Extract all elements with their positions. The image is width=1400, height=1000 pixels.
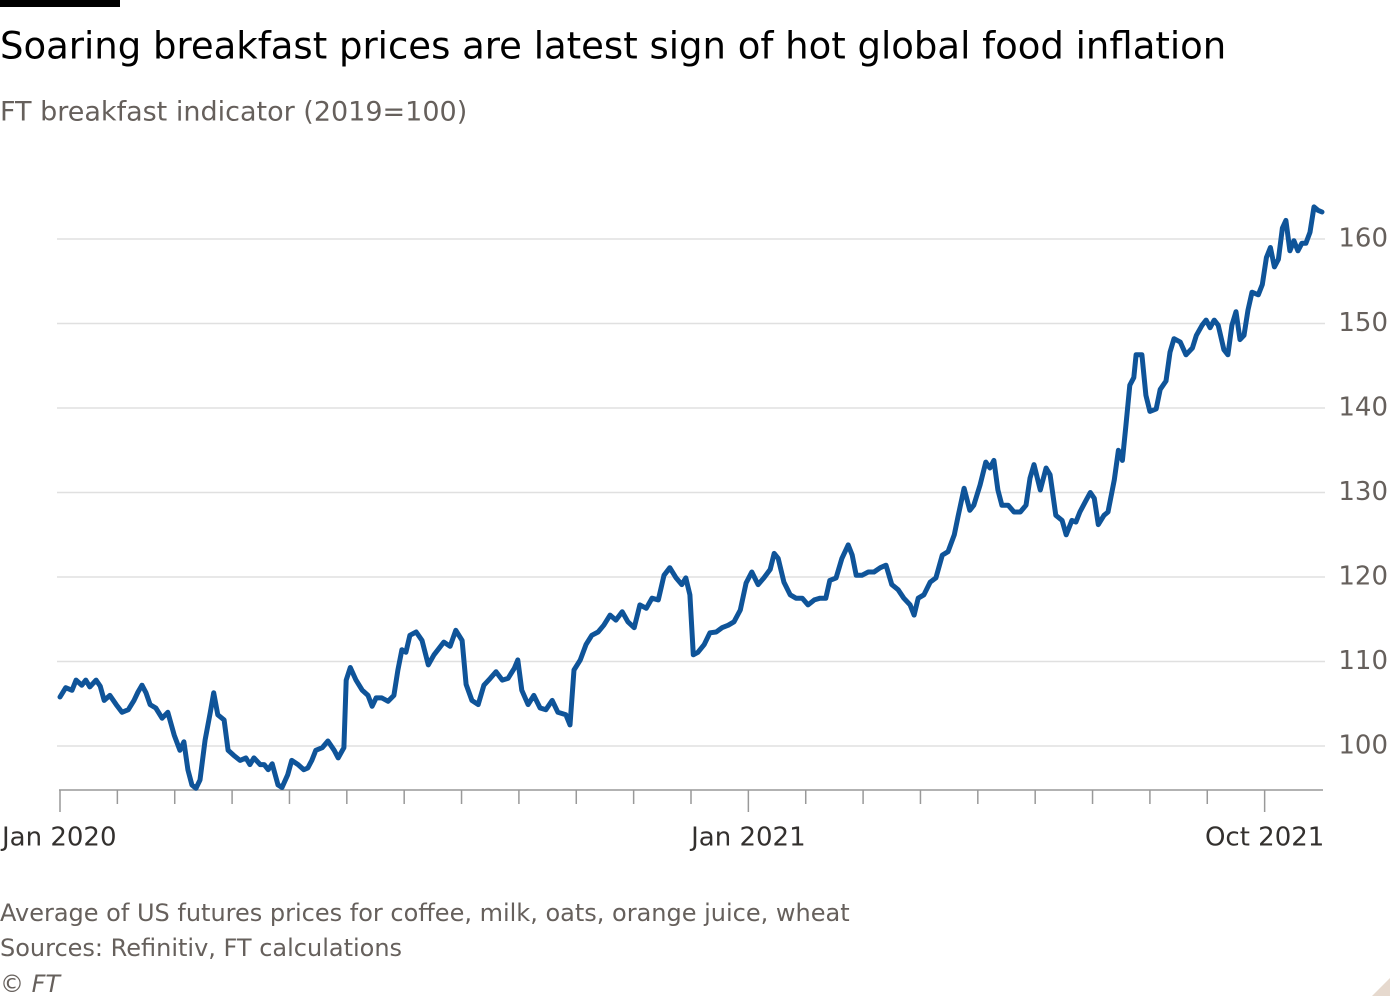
x-tick-label: Oct 2021 (1205, 823, 1324, 853)
note: Average of US futures prices for coffee,… (0, 899, 850, 927)
y-tick-label: 120 (1338, 562, 1388, 592)
y-tick-label: 130 (1338, 477, 1388, 507)
source: Sources: Refinitiv, FT calculations (0, 934, 402, 962)
y-tick-label: 110 (1338, 646, 1388, 676)
corner-decoration (1372, 978, 1390, 996)
brand-bar (0, 0, 120, 7)
chart-subtitle: FT breakfast indicator (2019=100) (0, 97, 467, 128)
chart-title: Soaring breakfast prices are latest sign… (0, 25, 1226, 68)
data-line (57, 204, 1325, 791)
credit: © FT (0, 970, 62, 998)
y-tick-label: 160 (1338, 224, 1388, 254)
y-tick-label: 100 (1338, 731, 1388, 761)
y-tick-label: 140 (1338, 393, 1388, 423)
x-tick-label: Jan 2021 (689, 823, 806, 853)
y-tick-label: 150 (1338, 308, 1388, 338)
x-tick-label: Jan 2020 (0, 823, 117, 853)
